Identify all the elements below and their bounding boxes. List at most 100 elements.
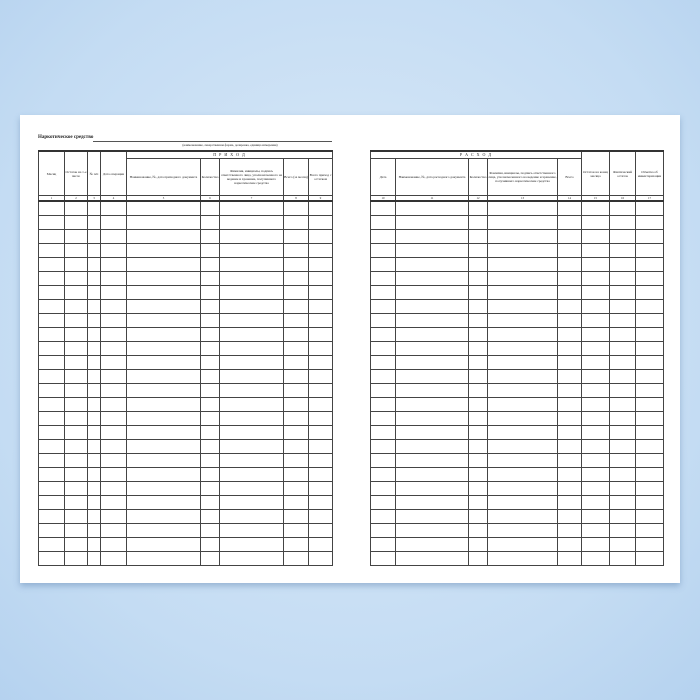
table-cell[interactable]	[64, 243, 88, 258]
table-cell[interactable]	[126, 229, 201, 244]
table-cell[interactable]	[64, 215, 88, 230]
table-cell[interactable]	[126, 215, 201, 230]
table-cell[interactable]	[609, 551, 637, 566]
table-cell[interactable]	[126, 495, 201, 510]
table-cell[interactable]	[126, 411, 201, 426]
table-cell[interactable]	[219, 355, 284, 370]
table-cell[interactable]	[370, 341, 396, 356]
table-cell[interactable]	[487, 467, 558, 482]
table-cell[interactable]	[308, 453, 333, 468]
table-cell[interactable]	[609, 495, 637, 510]
table-cell[interactable]	[556, 425, 583, 440]
table-cell[interactable]	[219, 313, 284, 328]
table-cell[interactable]	[635, 481, 665, 496]
table-cell[interactable]	[283, 215, 309, 230]
table-cell[interactable]	[200, 383, 220, 398]
table-cell[interactable]	[395, 551, 469, 566]
table-cell[interactable]	[395, 467, 469, 482]
table-cell[interactable]	[283, 453, 309, 468]
table-cell[interactable]	[370, 355, 396, 370]
table-cell[interactable]	[283, 425, 309, 440]
table-cell[interactable]	[370, 257, 396, 272]
table-cell[interactable]	[126, 257, 201, 272]
table-cell[interactable]	[200, 243, 220, 258]
table-cell[interactable]	[308, 215, 333, 230]
table-cell[interactable]	[468, 355, 488, 370]
table-cell[interactable]	[556, 467, 583, 482]
table-cell[interactable]	[100, 355, 127, 370]
table-cell[interactable]	[395, 341, 469, 356]
table-cell[interactable]	[581, 313, 611, 328]
table-cell[interactable]	[126, 355, 201, 370]
table-cell[interactable]	[219, 285, 284, 300]
table-cell[interactable]	[487, 271, 558, 286]
table-cell[interactable]	[487, 215, 558, 230]
table-cell[interactable]	[635, 215, 665, 230]
table-cell[interactable]	[64, 467, 88, 482]
table-cell[interactable]	[200, 285, 220, 300]
table-cell[interactable]	[370, 411, 396, 426]
table-cell[interactable]	[556, 383, 583, 398]
table-cell[interactable]	[200, 467, 220, 482]
table-cell[interactable]	[200, 425, 220, 440]
table-cell[interactable]	[487, 229, 558, 244]
table-cell[interactable]	[581, 341, 611, 356]
table-cell[interactable]	[609, 509, 637, 524]
table-cell[interactable]	[635, 313, 665, 328]
table-cell[interactable]	[609, 397, 637, 412]
table-cell[interactable]	[308, 523, 333, 538]
table-cell[interactable]	[283, 369, 309, 384]
table-cell[interactable]	[219, 495, 284, 510]
table-cell[interactable]	[200, 327, 220, 342]
table-cell[interactable]	[370, 481, 396, 496]
table-cell[interactable]	[126, 481, 201, 496]
table-cell[interactable]	[100, 397, 127, 412]
table-cell[interactable]	[370, 509, 396, 524]
table-cell[interactable]	[468, 467, 488, 482]
table-cell[interactable]	[609, 215, 637, 230]
table-cell[interactable]	[100, 313, 127, 328]
table-cell[interactable]	[487, 411, 558, 426]
table-cell[interactable]	[395, 200, 469, 216]
table-cell[interactable]	[283, 285, 309, 300]
table-cell[interactable]	[395, 495, 469, 510]
table-cell[interactable]	[64, 453, 88, 468]
table-cell[interactable]	[635, 299, 665, 314]
table-cell[interactable]	[487, 425, 558, 440]
table-cell[interactable]	[487, 299, 558, 314]
table-cell[interactable]	[556, 355, 583, 370]
table-cell[interactable]	[609, 467, 637, 482]
table-cell[interactable]	[283, 243, 309, 258]
table-cell[interactable]	[126, 453, 201, 468]
table-cell[interactable]	[219, 257, 284, 272]
table-cell[interactable]	[556, 243, 583, 258]
table-cell[interactable]	[370, 537, 396, 552]
table-cell[interactable]	[308, 425, 333, 440]
table-cell[interactable]	[126, 271, 201, 286]
table-cell[interactable]	[200, 439, 220, 454]
table-cell[interactable]	[283, 327, 309, 342]
table-cell[interactable]	[609, 313, 637, 328]
table-cell[interactable]	[609, 299, 637, 314]
table-cell[interactable]	[609, 200, 637, 216]
table-cell[interactable]	[219, 509, 284, 524]
table-cell[interactable]	[468, 425, 488, 440]
table-cell[interactable]	[581, 229, 611, 244]
table-cell[interactable]	[556, 341, 583, 356]
table-cell[interactable]	[219, 200, 284, 216]
table-cell[interactable]	[64, 327, 88, 342]
table-cell[interactable]	[38, 200, 65, 216]
table-cell[interactable]	[100, 383, 127, 398]
table-cell[interactable]	[395, 397, 469, 412]
table-cell[interactable]	[308, 509, 333, 524]
table-cell[interactable]	[487, 439, 558, 454]
table-cell[interactable]	[283, 229, 309, 244]
table-cell[interactable]	[581, 467, 611, 482]
table-cell[interactable]	[100, 481, 127, 496]
table-cell[interactable]	[100, 229, 127, 244]
table-cell[interactable]	[370, 425, 396, 440]
table-cell[interactable]	[38, 383, 65, 398]
table-cell[interactable]	[308, 383, 333, 398]
table-cell[interactable]	[100, 439, 127, 454]
table-cell[interactable]	[581, 257, 611, 272]
